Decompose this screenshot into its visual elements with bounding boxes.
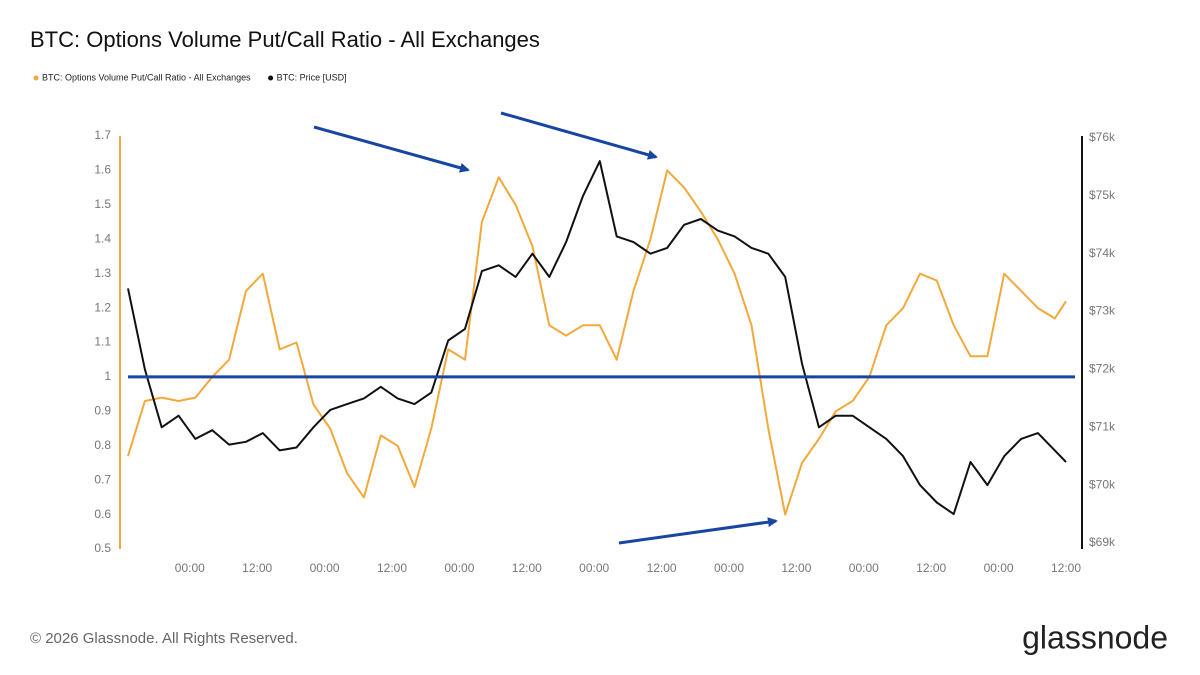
series-line: [127, 160, 1067, 516]
y-tick-label: 1.7: [94, 128, 111, 142]
x-tick-label: 00:00: [849, 561, 879, 575]
y-tick-label: 0.8: [94, 438, 111, 452]
x-tick-label: 12:00: [512, 561, 542, 575]
y2-tick-label: $74k: [1089, 246, 1116, 260]
arrow: [500, 111, 658, 160]
x-tick-label: 12:00: [377, 561, 407, 575]
legend-item: BTC: Price [USD]: [268, 72, 347, 82]
y2-tick-label: $75k: [1089, 188, 1116, 202]
legend-swatch: [33, 75, 39, 81]
chart-title: BTC: Options Volume Put/Call Ratio - All…: [30, 27, 540, 52]
y-tick-label: 1.5: [94, 197, 111, 211]
y-tick-label: 0.9: [94, 404, 111, 418]
x-tick-label: 00:00: [714, 561, 744, 575]
legend-label: BTC: Price [USD]: [277, 72, 347, 82]
x-tick-label: 12:00: [242, 561, 272, 575]
y-tick-label: 1: [104, 369, 111, 383]
x-tick-label: 12:00: [647, 561, 677, 575]
y-tick-label: 0.5: [94, 541, 111, 555]
x-tick-label: 00:00: [984, 561, 1014, 575]
series-line: [127, 169, 1067, 516]
arrow: [313, 125, 470, 173]
x-tick-label: 00:00: [444, 561, 474, 575]
brand-logo: glassnode: [1022, 619, 1168, 655]
x-tick-label: 12:00: [916, 561, 946, 575]
y-tick-label: 1.6: [94, 163, 111, 177]
y2-tick-label: $72k: [1089, 362, 1116, 376]
y-tick-label: 1.3: [94, 266, 111, 280]
y2-tick-label: $69k: [1089, 535, 1116, 549]
y2-tick-label: $76k: [1089, 130, 1116, 144]
x-tick-label: 00:00: [310, 561, 340, 575]
y2-tick-label: $70k: [1089, 477, 1116, 491]
y-tick-label: 1.2: [94, 300, 111, 314]
y-tick-label: 1.1: [94, 335, 111, 349]
y2-tick-label: $73k: [1089, 304, 1116, 318]
y-tick-label: 0.7: [94, 472, 111, 486]
legend-label: BTC: Options Volume Put/Call Ratio - All…: [42, 72, 251, 82]
annotation-arrows: [313, 111, 778, 545]
footer: © 2026 Glassnode. All Rights Reserved.: [30, 630, 298, 647]
y-tick-label: 0.6: [94, 507, 111, 521]
x-tick-label: 00:00: [175, 561, 205, 575]
y-tick-label: 1.4: [94, 231, 111, 245]
x-tick-label: 12:00: [781, 561, 811, 575]
arrow: [618, 517, 778, 545]
x-tick-label: 12:00: [1051, 561, 1081, 575]
x-tick-label: 00:00: [579, 561, 609, 575]
legend-item: BTC: Options Volume Put/Call Ratio - All…: [33, 72, 251, 82]
legend-swatch: [268, 75, 274, 81]
y2-tick-label: $71k: [1089, 419, 1116, 433]
